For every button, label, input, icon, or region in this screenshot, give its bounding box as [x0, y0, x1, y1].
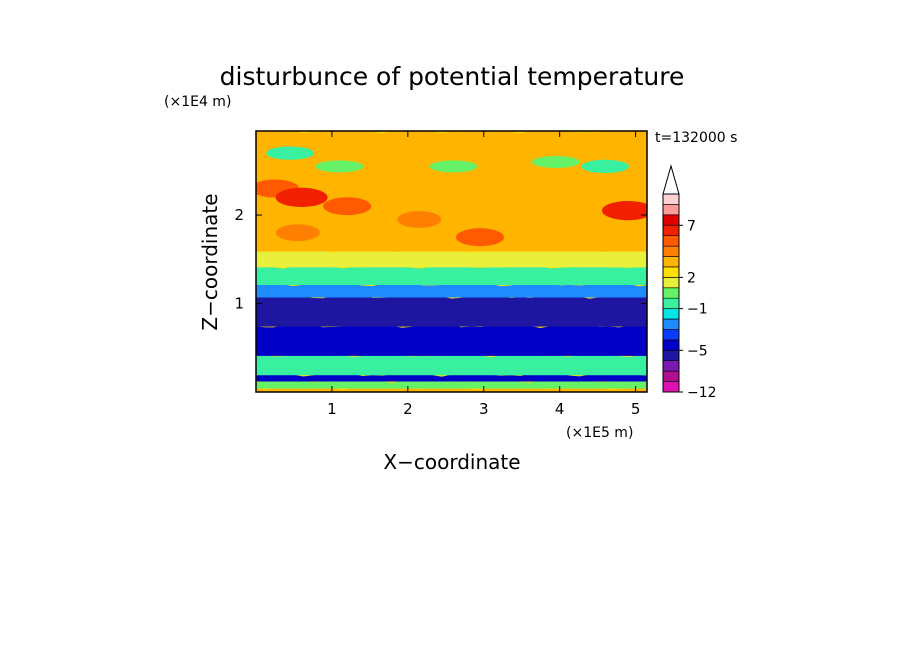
colorbar-segment	[662, 214, 680, 226]
colorbar-overflow-arrow	[662, 164, 680, 195]
x-axis-label: X−coordinate	[383, 450, 520, 474]
contour-band	[256, 248, 647, 268]
colorbar-segment	[662, 329, 680, 341]
y-axis: 12	[234, 206, 647, 313]
plot-frame	[255, 130, 648, 393]
contour-band	[256, 264, 647, 286]
colorbar-segment	[662, 318, 680, 330]
contour-feature	[429, 160, 478, 173]
x-tick-label: 2	[403, 400, 413, 418]
colorbar: −12−5−127	[662, 164, 717, 401]
colorbar-segment	[662, 360, 680, 372]
colorbar-segment	[662, 193, 680, 205]
contour-band	[256, 352, 647, 376]
contour-band	[256, 294, 647, 327]
contour-band	[256, 281, 647, 298]
x-unit-label: (×1E5 m)	[566, 425, 633, 441]
contour-features	[256, 146, 647, 247]
contour-feature	[266, 146, 315, 160]
colorbar-segment	[662, 204, 680, 216]
colorbar-segment	[662, 297, 680, 309]
contour-feature	[315, 160, 364, 173]
contour-feature	[275, 187, 328, 207]
colorbar-frame	[662, 193, 680, 393]
contour-feature	[456, 228, 504, 247]
contour-feature	[531, 156, 580, 168]
colorbar-segment	[662, 245, 680, 257]
colorbar-label: −1	[687, 302, 708, 318]
y-tick-label: 1	[234, 295, 244, 313]
colorbar-label: 2	[687, 270, 696, 286]
colorbar-segment	[662, 225, 680, 237]
y-axis-label: Z−coordinate	[198, 193, 222, 330]
y-tick-label: 2	[234, 206, 244, 224]
plot-area	[256, 131, 647, 392]
colorbar-label: 7	[687, 218, 696, 234]
contour-feature	[275, 224, 320, 242]
x-tick-label: 1	[327, 400, 337, 418]
colorbar-label: −5	[687, 343, 708, 359]
colorbar-segment	[662, 349, 680, 361]
colorbar-segment	[662, 266, 680, 278]
colorbar-segment	[662, 339, 680, 351]
chart-title: disturbunce of potential temperature	[220, 62, 685, 91]
colorbar-segment	[662, 308, 680, 320]
x-axis: 1 2 3 4 5	[327, 131, 640, 418]
contour-feature	[602, 201, 647, 221]
colorbar-segment	[662, 235, 680, 247]
colorbar-label: −12	[687, 385, 717, 401]
contour-feature	[581, 159, 630, 173]
colorbar-segment	[662, 381, 680, 393]
contour-band	[256, 323, 647, 356]
colorbar-segment	[662, 277, 680, 289]
colorbar-segment	[662, 370, 680, 382]
x-tick-label: 4	[555, 400, 565, 418]
contour-feature	[397, 211, 442, 228]
y-unit-label: (×1E4 m)	[164, 94, 231, 110]
contour-feature	[323, 197, 372, 216]
x-tick-label: 3	[479, 400, 489, 418]
contour-band	[256, 385, 647, 392]
colorbar-segment	[662, 287, 680, 299]
x-tick-label: 5	[631, 400, 641, 418]
time-label: t=132000 s	[655, 130, 737, 146]
colorbar-segment	[662, 256, 680, 268]
